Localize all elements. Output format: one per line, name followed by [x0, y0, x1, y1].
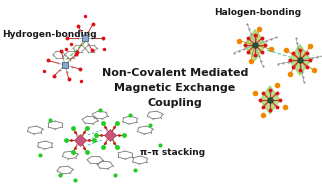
Text: Magnetic Exchange: Magnetic Exchange	[114, 83, 236, 93]
Polygon shape	[260, 86, 280, 114]
Text: Non-Covalent Mediated: Non-Covalent Mediated	[102, 68, 248, 78]
Text: Hydrogen-bonding: Hydrogen-bonding	[2, 30, 97, 39]
Text: π–π stacking: π–π stacking	[140, 148, 205, 157]
Polygon shape	[289, 45, 311, 75]
Text: Halogen-bonding: Halogen-bonding	[214, 8, 301, 17]
Polygon shape	[244, 30, 266, 60]
Text: Coupling: Coupling	[147, 98, 202, 108]
